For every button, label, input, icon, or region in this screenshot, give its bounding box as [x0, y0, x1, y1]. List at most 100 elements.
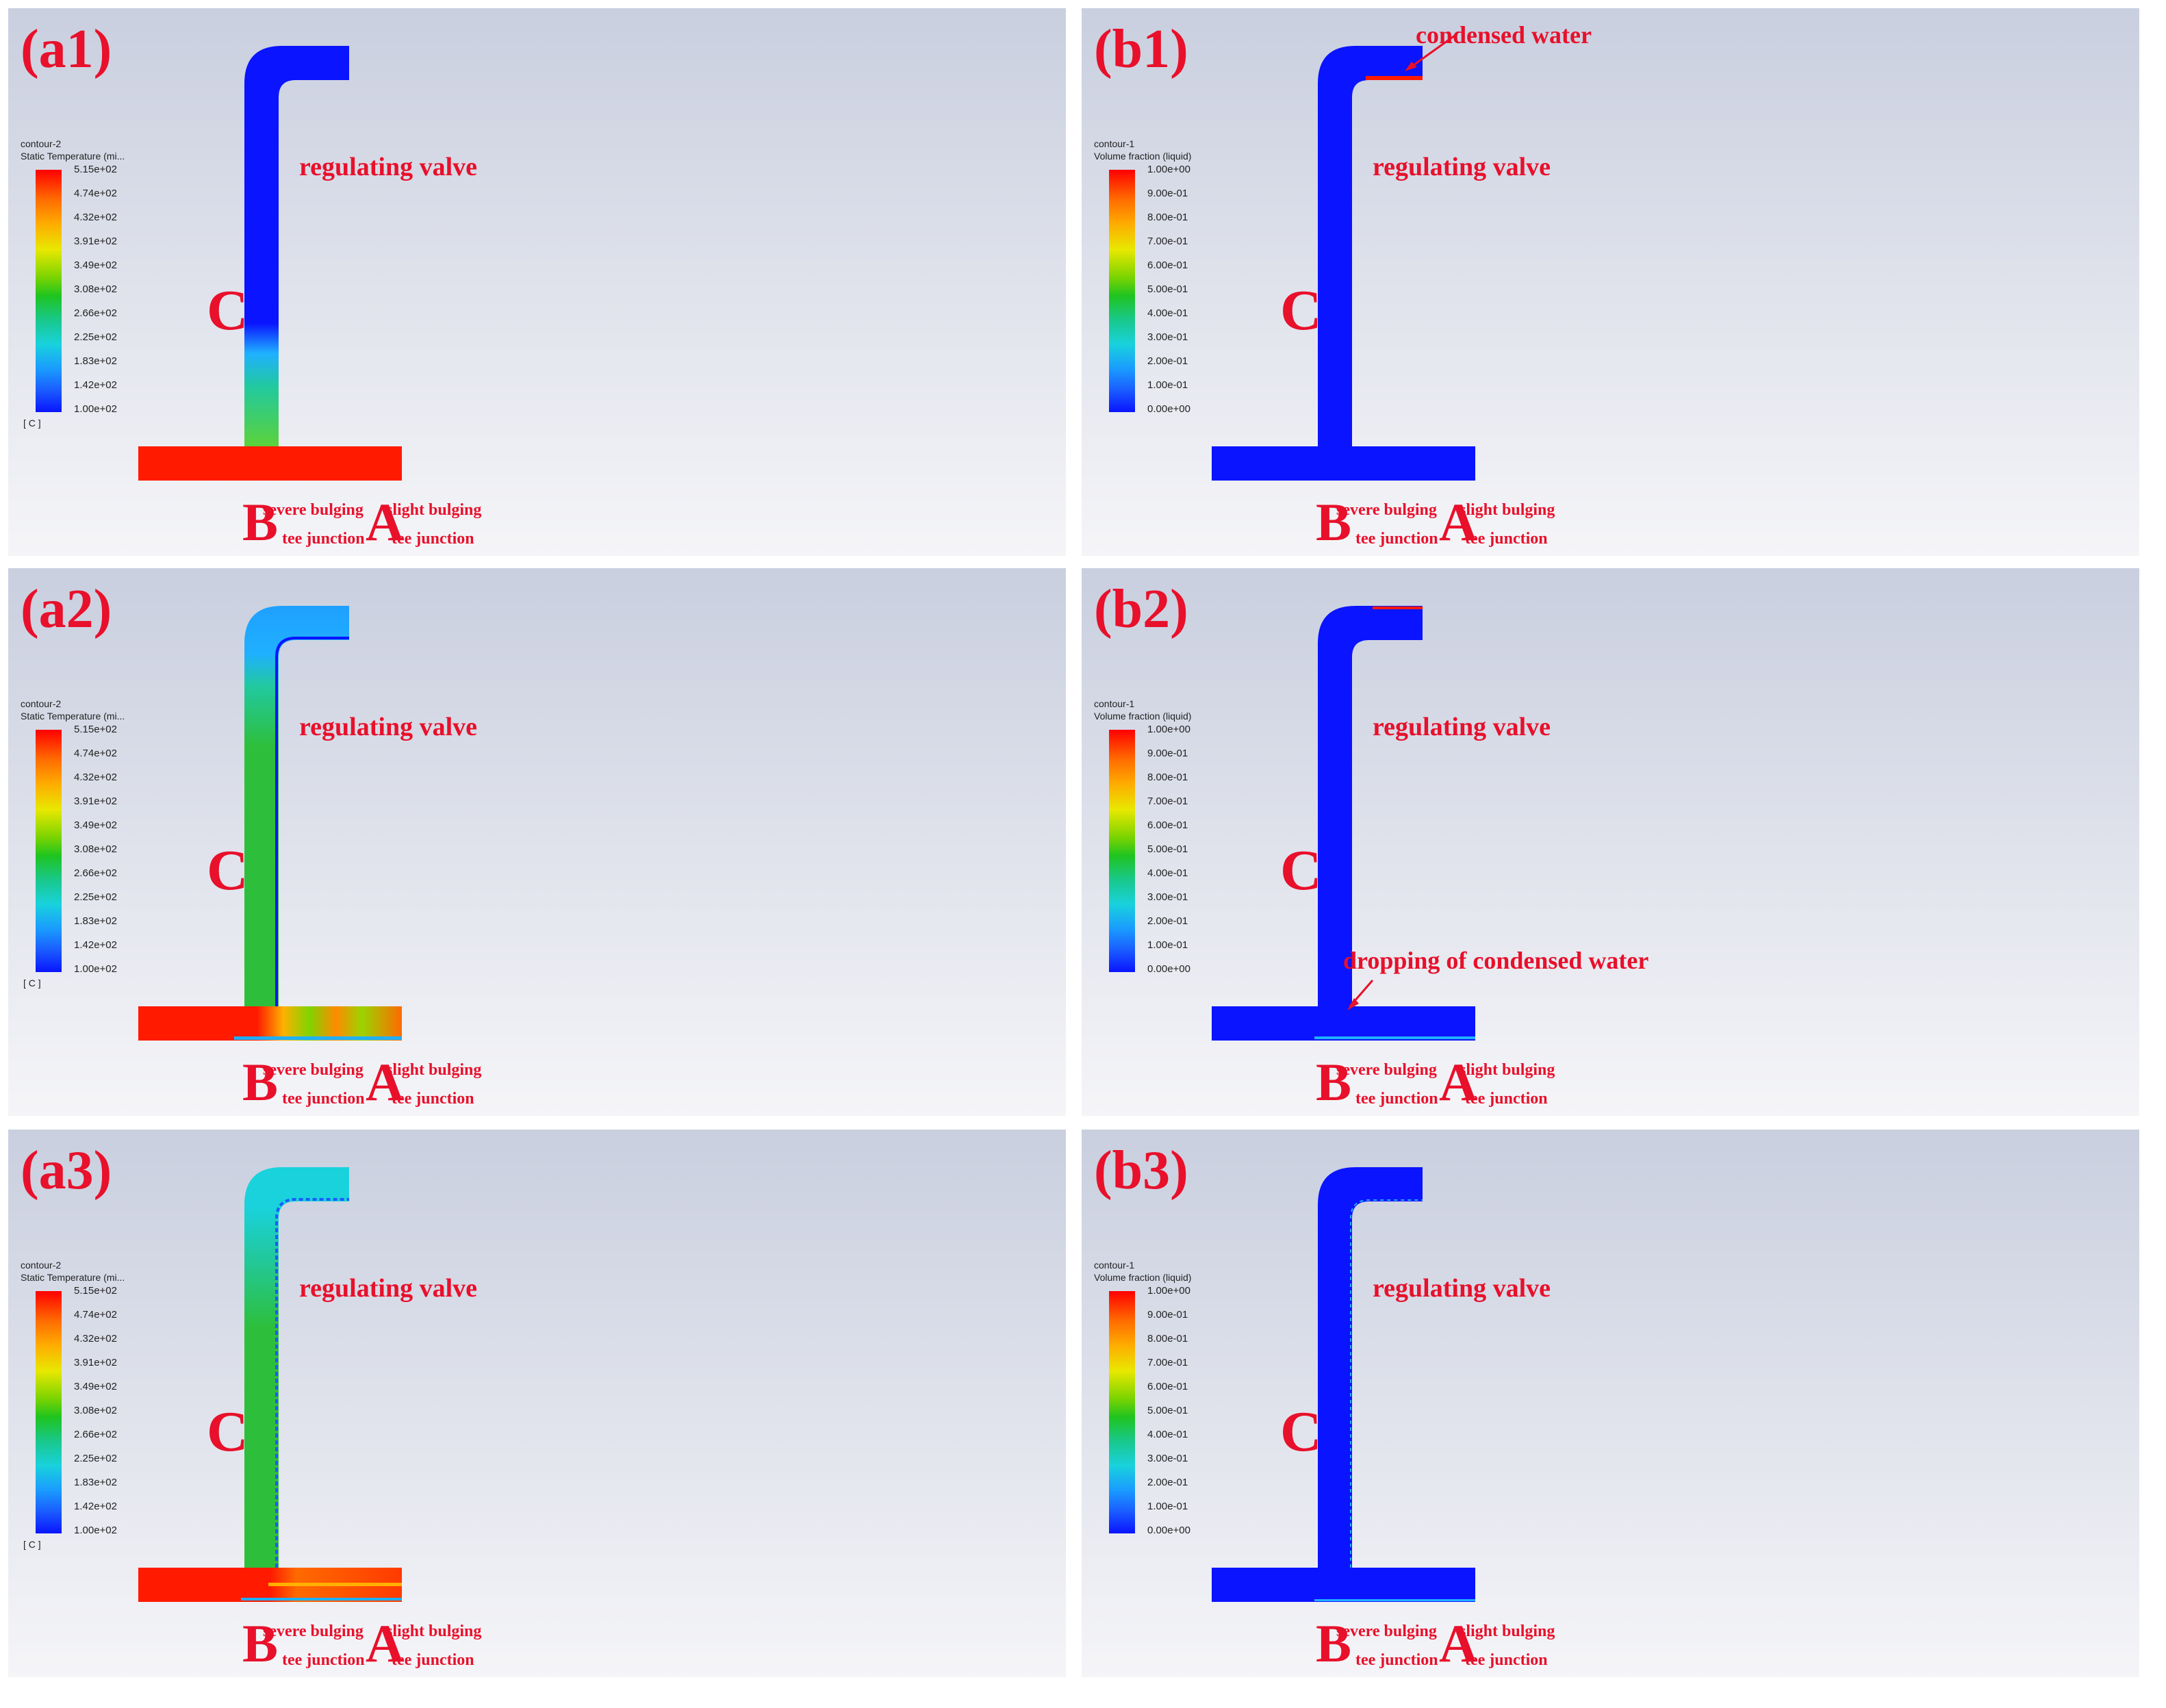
slight-bulging-label: slight bulging: [386, 1061, 482, 1079]
tee-junction-label: tee junction: [392, 530, 474, 548]
regulating-valve-label: regulating valve: [299, 153, 478, 181]
pipe-main: [1212, 1006, 1475, 1041]
panel-a2: (a2) contour-2 Static Temperature (mi...…: [8, 568, 1066, 1116]
legend-unit: [ C ]: [23, 418, 41, 429]
tee-junction-label: tee junction: [1355, 1090, 1438, 1108]
panel-a3: (a3) contour-2 Static Temperature (mi...…: [8, 1130, 1066, 1677]
legend-tick: 1.42e+02: [74, 1501, 117, 1512]
tee-junction-label: tee junction: [1465, 1090, 1548, 1108]
legend-tick: 7.00e-01: [1147, 235, 1188, 247]
legend-tick: 1.00e+02: [74, 1525, 117, 1536]
slight-bulging-label: slight bulging: [386, 501, 482, 519]
legend-tick: 8.00e-01: [1147, 212, 1188, 223]
letter-b: B: [1316, 1614, 1352, 1673]
tee-junction-label: tee junction: [1465, 1651, 1548, 1669]
legend-tick: 0.00e+00: [1147, 963, 1190, 975]
tee-junction-label: tee junction: [282, 530, 365, 548]
annotation-arrowhead: [1405, 62, 1417, 71]
legend-tick: 4.32e+02: [74, 212, 117, 223]
legend-tick: 2.25e+02: [74, 891, 117, 903]
pipe-upper-inner-wall: [1350, 1199, 1423, 1568]
legend-tick: 9.00e-01: [1147, 188, 1188, 199]
legend-tick: 9.00e-01: [1147, 748, 1188, 759]
letter-c: C: [207, 1400, 249, 1464]
legend-color-bar: [36, 170, 62, 412]
legend-color-bar: [36, 730, 62, 972]
letter-a: A: [366, 1052, 405, 1112]
legend-tick: 2.00e-01: [1147, 915, 1188, 927]
letter-b: B: [242, 1052, 279, 1112]
legend-tick: 0.00e+00: [1147, 1525, 1190, 1536]
legend-tick: 2.25e+02: [74, 1453, 117, 1464]
pipe-upper: [1318, 1167, 1423, 1568]
legend-tick: 1.00e+02: [74, 963, 117, 975]
tee-junction-label: tee junction: [1465, 530, 1548, 548]
severe-bulging-label: severe bulging: [1336, 1061, 1437, 1079]
legend-tick: 1.00e-01: [1147, 1501, 1188, 1512]
pipe-branch-lower: [244, 173, 279, 446]
legend-tick: 3.91e+02: [74, 235, 117, 247]
pipe-contour: [1212, 1167, 1475, 1602]
letter-a: A: [1439, 1614, 1478, 1673]
legend-tick: 4.74e+02: [74, 1309, 117, 1321]
pipe-contour: [138, 1167, 402, 1602]
temperature-legend: contour-2 Static Temperature (mi... 5.15…: [21, 138, 199, 439]
annotation-arrowhead: [1347, 998, 1359, 1010]
legend-title: contour-1: [1094, 698, 1135, 709]
letter-a: A: [1439, 1052, 1478, 1112]
legend-tick: 2.00e-01: [1147, 1477, 1188, 1488]
legend-tick: 4.74e+02: [74, 188, 117, 199]
regulating-valve-label: regulating valve: [1373, 1274, 1551, 1303]
tee-junction-label: tee junction: [282, 1090, 365, 1108]
panel-b2: (b2) contour-1 Volume fraction (liquid) …: [1082, 568, 2139, 1116]
legend-tick: 4.32e+02: [74, 1333, 117, 1344]
legend-tick: 3.49e+02: [74, 819, 117, 831]
legend-tick: 2.66e+02: [74, 1429, 117, 1440]
temperature-legend: contour-2 Static Temperature (mi... 5.15…: [21, 698, 199, 999]
severe-bulging-label: severe bulging: [1336, 1622, 1437, 1640]
legend-color-bar: [1109, 1291, 1135, 1533]
legend-tick: 2.00e-01: [1147, 355, 1188, 367]
severe-bulging-label: severe bulging: [263, 1061, 364, 1079]
pipe-upper-inner-wall: [275, 637, 349, 1006]
legend-title: contour-1: [1094, 1260, 1135, 1271]
severe-bulging-label: severe bulging: [263, 1622, 364, 1640]
pipe-main-bottom-film: [234, 1036, 402, 1040]
legend-tick: 5.00e-01: [1147, 843, 1188, 855]
pipe-contour: [138, 46, 402, 481]
liquid-fraction-legend: contour-1 Volume fraction (liquid) 1.00e…: [1094, 138, 1272, 439]
legend-tick: 5.15e+02: [74, 1285, 117, 1297]
letter-b: B: [1316, 492, 1352, 552]
tee-junction-label: tee junction: [392, 1651, 474, 1669]
panel-label: (b2): [1094, 579, 1188, 639]
legend-tick: 1.83e+02: [74, 915, 117, 927]
letter-a: A: [1439, 492, 1478, 552]
pipe-upper: [1318, 606, 1423, 1006]
legend-tick: 3.08e+02: [74, 843, 117, 855]
legend-title: contour-2: [21, 138, 62, 149]
letter-c: C: [1280, 279, 1322, 342]
panel-a1: (a1) contour-2 Static Temperature (mi...…: [8, 8, 1066, 556]
legend-tick: 3.00e-01: [1147, 331, 1188, 343]
legend-tick: 1.42e+02: [74, 939, 117, 951]
pipe-main-bottom-film: [241, 1598, 402, 1601]
legend-tick: 6.00e-01: [1147, 259, 1188, 271]
pipe-upper: [244, 606, 349, 1006]
letter-b: B: [242, 492, 279, 552]
tee-junction-label: tee junction: [1355, 530, 1438, 548]
pipe-main-mid-stripe: [268, 1583, 402, 1586]
legend-subtitle: Volume fraction (liquid): [1094, 711, 1192, 722]
slight-bulging-label: slight bulging: [1460, 501, 1555, 519]
legend-tick: 1.00e+02: [74, 403, 117, 415]
legend-tick: 8.00e-01: [1147, 1333, 1188, 1344]
legend-color-bar: [1109, 170, 1135, 412]
pipe-main: [138, 1006, 402, 1041]
legend-tick: 4.00e-01: [1147, 867, 1188, 879]
pipe-contour: [1212, 34, 1475, 481]
legend-tick: 3.08e+02: [74, 283, 117, 295]
pipe-main-bottom-film: [1314, 1036, 1475, 1039]
legend-color-bar: [36, 1291, 62, 1533]
panel-label: (b3): [1094, 1140, 1188, 1201]
condensed-water-film: [1373, 607, 1423, 609]
legend-tick: 7.00e-01: [1147, 795, 1188, 807]
